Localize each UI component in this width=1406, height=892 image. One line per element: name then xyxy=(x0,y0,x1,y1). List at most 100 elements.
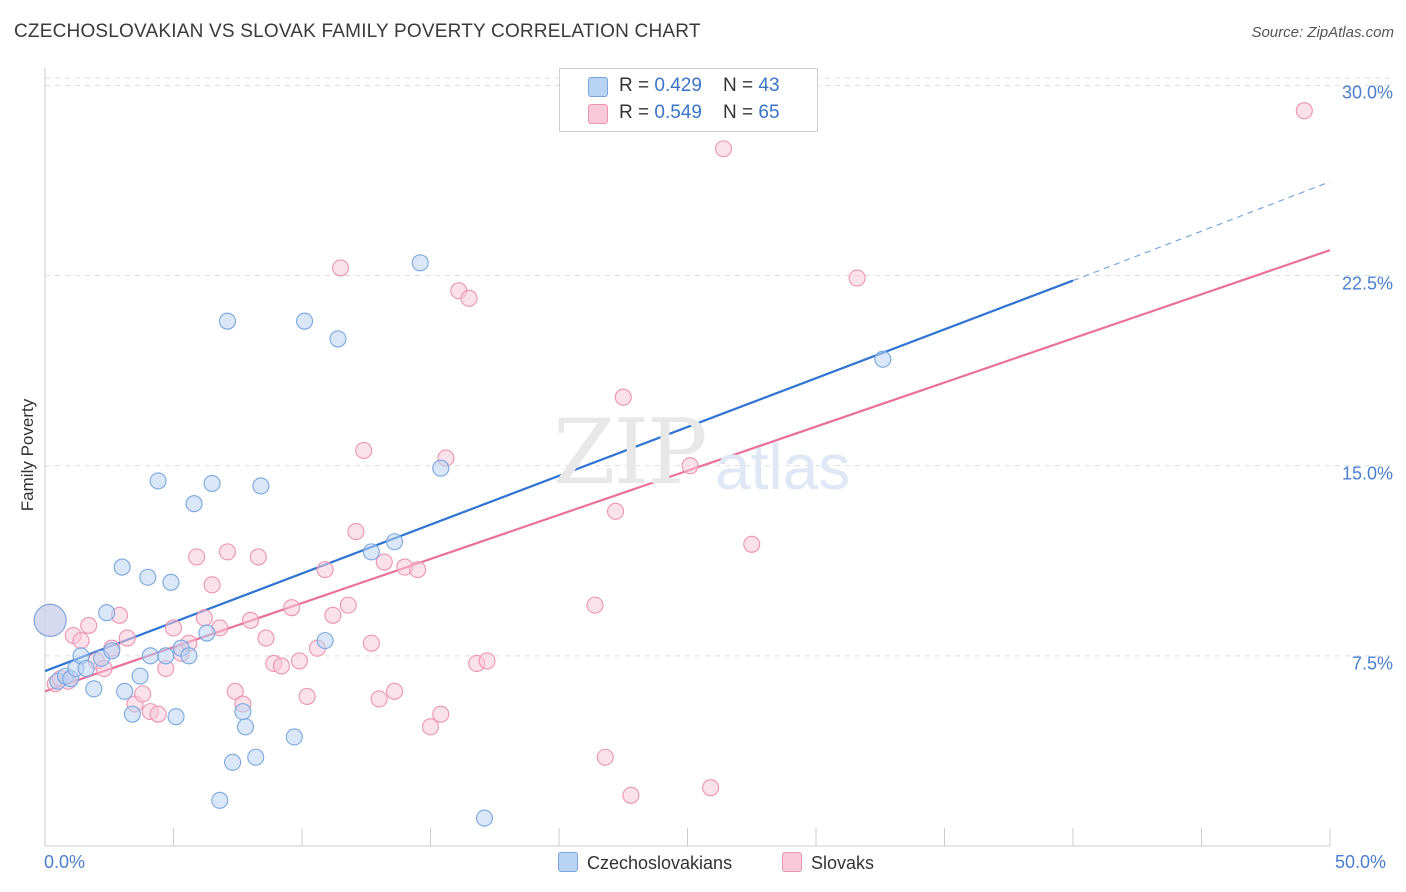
legend: R = 0.429 N = 43 R = 0.549 N = 65 xyxy=(559,68,818,132)
point-slovaks xyxy=(80,616,98,634)
legend-r-value: 0.429 xyxy=(654,75,702,96)
point-slovaks xyxy=(164,619,183,637)
point-czechoslovakians xyxy=(33,603,67,637)
point-slovaks xyxy=(478,652,496,670)
point-czechoslovakians xyxy=(234,703,252,721)
point-slovaks xyxy=(134,685,152,703)
watermark-zip: ZIP xyxy=(553,400,708,505)
point-slovaks xyxy=(355,441,373,460)
bottom-legend-swatch-pink xyxy=(782,852,802,872)
point-czechoslovakians xyxy=(247,748,265,766)
point-slovaks xyxy=(409,561,427,579)
point-czechoslovakians xyxy=(131,667,149,685)
y-axis-label: Family Poverty xyxy=(18,398,37,512)
point-czechoslovakians xyxy=(385,533,404,551)
x-tick-label-min: 0.0% xyxy=(44,852,86,872)
point-czechoslovakians xyxy=(149,472,167,490)
point-czechoslovakians xyxy=(362,543,380,561)
point-czechoslovakians xyxy=(77,659,95,678)
point-czechoslovakians xyxy=(85,680,103,698)
point-slovaks xyxy=(370,690,388,708)
point-czechoslovakians xyxy=(329,330,347,348)
point-czechoslovakians xyxy=(185,495,203,513)
point-slovaks xyxy=(339,596,357,614)
point-czechoslovakians xyxy=(203,474,221,492)
point-czechoslovakians xyxy=(218,312,237,330)
point-czechoslovakians xyxy=(113,558,131,576)
legend-r-label: R = xyxy=(619,75,655,96)
point-czechoslovakians xyxy=(123,705,141,723)
point-slovaks xyxy=(290,652,308,670)
point-czechoslovakians xyxy=(103,642,121,660)
point-czechoslovakians xyxy=(252,477,270,495)
bottom-legend-swatch-blue xyxy=(558,852,578,872)
point-slovaks xyxy=(714,140,733,158)
point-slovaks xyxy=(681,457,699,475)
point-slovaks xyxy=(347,523,365,541)
point-slovaks xyxy=(375,553,393,571)
point-czechoslovakians xyxy=(180,647,198,665)
point-slovaks xyxy=(242,611,260,629)
point-slovaks xyxy=(72,632,90,650)
point-czechoslovakians xyxy=(316,632,334,650)
chart-title: CZECHOSLOVAKIAN VS SLOVAK FAMILY POVERTY… xyxy=(14,21,701,42)
trend-line-czechoslovakians xyxy=(44,279,1074,673)
bottom-legend-label: Slovaks xyxy=(811,853,875,873)
source-label: Source: ZipAtlas.com xyxy=(1251,24,1394,41)
point-slovaks xyxy=(331,259,350,277)
point-slovaks xyxy=(283,599,301,617)
point-slovaks xyxy=(188,548,206,566)
point-czechoslovakians xyxy=(475,809,494,827)
point-slovaks xyxy=(118,629,136,647)
point-slovaks xyxy=(257,629,275,647)
point-czechoslovakians xyxy=(211,791,229,809)
point-slovaks xyxy=(1295,102,1313,120)
y-tick-label: 30.0% xyxy=(1341,82,1393,103)
point-slovaks xyxy=(848,269,866,287)
grid-lines xyxy=(45,77,1392,657)
point-czechoslovakians xyxy=(432,459,450,477)
y-tick-label: 22.5% xyxy=(1341,273,1393,294)
point-slovaks xyxy=(226,682,244,700)
point-slovaks xyxy=(622,786,640,804)
point-czechoslovakians xyxy=(411,254,429,272)
point-slovaks xyxy=(702,779,720,797)
x-tick-label-max: 50.0% xyxy=(1335,852,1387,872)
legend-n-value: 43 xyxy=(758,75,780,96)
point-slovaks xyxy=(614,388,632,406)
y-tick-label: 15.0% xyxy=(1341,463,1393,484)
point-czechoslovakians xyxy=(98,604,116,622)
bottom-legend-label: Czechoslovakians xyxy=(587,853,733,873)
point-czechoslovakians xyxy=(157,647,175,665)
point-slovaks xyxy=(362,634,380,652)
point-slovaks xyxy=(195,609,213,627)
point-slovaks xyxy=(272,657,290,675)
point-slovaks xyxy=(743,535,761,553)
point-slovaks xyxy=(218,543,237,561)
point-czechoslovakians xyxy=(162,573,180,591)
data-points xyxy=(33,102,1313,827)
point-slovaks xyxy=(203,576,221,594)
point-slovaks xyxy=(460,289,478,307)
point-czechoslovakians xyxy=(139,568,157,586)
point-slovaks xyxy=(596,748,614,766)
legend-n-label: N = xyxy=(723,75,759,96)
point-slovaks xyxy=(606,502,625,520)
legend-n-value: 65 xyxy=(758,102,780,123)
legend-n-label: N = xyxy=(723,102,759,123)
point-slovaks xyxy=(324,606,342,624)
point-czechoslovakians xyxy=(296,312,314,330)
point-slovaks xyxy=(586,596,604,614)
bottom-legend-slovaks: Slovaks xyxy=(782,852,874,874)
trend-line-czechoslovakians-extension xyxy=(1072,181,1331,282)
y-tick-label: 7.5% xyxy=(1351,653,1393,674)
point-slovaks xyxy=(421,718,440,736)
legend-swatch-blue xyxy=(588,77,608,97)
watermark-atlas: atlas xyxy=(715,431,851,503)
point-czechoslovakians xyxy=(236,718,255,736)
axes xyxy=(44,68,1331,847)
bottom-legend-czechoslovakians: Czechoslovakians xyxy=(558,852,732,874)
legend-swatch-pink xyxy=(588,104,608,124)
point-slovaks xyxy=(316,561,334,579)
